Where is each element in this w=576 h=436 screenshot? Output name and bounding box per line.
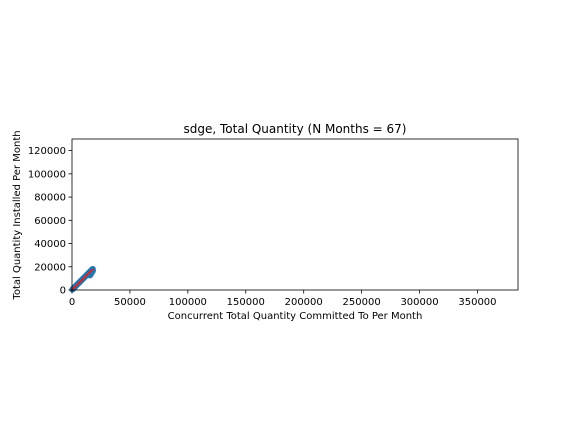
x-tick-label: 200000 — [285, 297, 323, 308]
y-tick-label: 0 — [60, 286, 66, 297]
x-tick-label: 100000 — [169, 297, 207, 308]
x-axis-label: Concurrent Total Quantity Committed To P… — [168, 311, 423, 322]
axes-frame — [71, 138, 519, 291]
y-axis-label: Total Quantity Installed Per Month — [12, 130, 23, 300]
y-tick-label: 80000 — [34, 193, 66, 204]
x-tick-label: 150000 — [227, 297, 265, 308]
axes: 0 50000 100000 150000 200000 250000 300000 3500… — [28, 138, 519, 308]
y-tick-label: 60000 — [34, 216, 66, 227]
chart-title: sdge, Total Quantity (N Months = 67) — [184, 122, 407, 136]
plot-area — [69, 265, 97, 293]
x-tick-label: 300000 — [400, 297, 438, 308]
y-tick-label: 40000 — [34, 239, 66, 250]
x-tick-label: 50000 — [114, 297, 146, 308]
fit-line — [71, 268, 94, 291]
y-tick-label: 120000 — [28, 146, 66, 157]
x-tick-label: 250000 — [343, 297, 381, 308]
x-tick-label: 350000 — [458, 297, 496, 308]
y-tick-label: 20000 — [34, 262, 66, 273]
x-tick-label: 0 — [69, 297, 75, 308]
y-tick-label: 100000 — [28, 169, 66, 180]
